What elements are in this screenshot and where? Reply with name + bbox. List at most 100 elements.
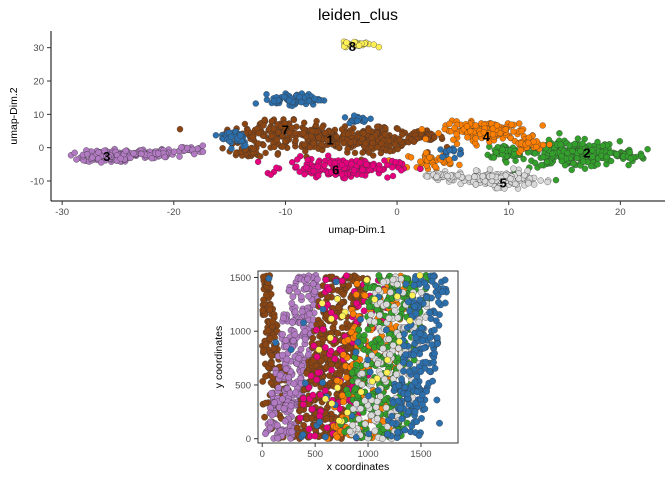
umap-point [556, 130, 563, 137]
spatial-point [305, 292, 312, 300]
spatial-point [264, 327, 272, 335]
umap-point [338, 161, 346, 169]
spatial-point [412, 310, 420, 318]
spatial-point [339, 312, 346, 320]
umap-point [250, 145, 257, 152]
umap-point [439, 153, 446, 161]
y-tick-label: -10 [30, 177, 44, 188]
spatial-point [381, 375, 388, 383]
spatial-point [262, 291, 270, 299]
umap-point [374, 123, 381, 130]
spatial-point [338, 277, 346, 285]
spatial-point [398, 415, 406, 423]
spatial-point [415, 432, 423, 439]
spatial-point [410, 281, 418, 289]
spatial-point [314, 369, 322, 377]
umap-point [493, 122, 501, 129]
umap-point [318, 141, 325, 148]
umap-point [579, 140, 586, 147]
umap-point [289, 124, 296, 131]
umap-point [557, 141, 564, 148]
spatial-point [279, 330, 286, 338]
spatial-point [282, 337, 290, 344]
umap-cluster-1-points [176, 116, 451, 163]
spatial-point [373, 398, 381, 405]
spatial-point [273, 421, 281, 429]
spatial-point [389, 341, 397, 349]
spatial-point [421, 279, 429, 287]
spatial-point [290, 380, 298, 388]
umap-point [268, 118, 276, 125]
spatial-point [311, 287, 319, 295]
spatial-point [319, 325, 327, 333]
umap-point [260, 122, 267, 129]
umap-point [446, 120, 453, 127]
spatial-point [307, 372, 315, 380]
spatial-point [291, 331, 299, 339]
spatial-point [340, 398, 347, 406]
spatial-point [301, 335, 309, 343]
umap-point [392, 158, 399, 166]
umap-point [95, 149, 102, 156]
umap-point [450, 136, 457, 143]
umap-point [329, 141, 336, 148]
umap-point [607, 149, 614, 157]
umap-point [281, 120, 289, 127]
umap-point [314, 163, 321, 170]
umap-point [249, 133, 256, 141]
umap-point [148, 155, 155, 162]
spatial-point [316, 412, 324, 420]
x-tick-label: 20 [615, 207, 626, 218]
spatial-point [315, 346, 323, 354]
umap-point [546, 141, 553, 148]
spatial-point [294, 288, 301, 296]
spatial-point [416, 296, 424, 304]
umap-point [389, 172, 397, 180]
umap-point [472, 167, 480, 174]
cluster-label-3: 3 [103, 149, 110, 164]
spatial-point [371, 318, 378, 326]
umap-point [255, 130, 263, 137]
umap-point [293, 163, 300, 170]
umap-point [446, 147, 453, 154]
spatial-point [346, 428, 354, 435]
spatial-point [402, 280, 410, 288]
umap-point [569, 147, 576, 155]
umap-point [300, 130, 307, 137]
y-tick-label: 0 [246, 434, 251, 445]
spatial-point [441, 276, 449, 284]
umap-point [539, 122, 546, 129]
spatial-point [299, 395, 307, 402]
umap-point [471, 173, 478, 180]
umap-point [503, 159, 510, 166]
umap-point [370, 41, 377, 48]
umap-point [453, 131, 460, 138]
umap-point [431, 134, 438, 141]
cluster-label-8: 8 [349, 39, 356, 54]
umap-point [544, 178, 551, 186]
spatial-point [358, 381, 366, 388]
umap-point [73, 156, 80, 163]
spatial-point [321, 387, 329, 395]
spatial-point [323, 424, 331, 432]
umap-point [525, 134, 533, 141]
umap-point [510, 165, 517, 172]
spatial-point [423, 387, 430, 395]
umap-point [290, 116, 298, 124]
spatial-point [322, 363, 330, 371]
spatial-point [375, 272, 383, 279]
umap-point [472, 181, 480, 188]
umap-point [391, 141, 399, 148]
spatial-point [360, 307, 368, 315]
umap-point [374, 144, 381, 151]
spatial-point [262, 430, 269, 438]
spatial-point [269, 317, 277, 325]
umap-point [301, 119, 308, 126]
spatial-point [288, 319, 296, 326]
umap-point [382, 125, 389, 132]
spatial-point [423, 294, 430, 301]
spatial-point [327, 309, 335, 316]
umap-point [435, 130, 442, 137]
x-tick-label: -20 [167, 207, 181, 218]
spatial-point [409, 292, 416, 299]
